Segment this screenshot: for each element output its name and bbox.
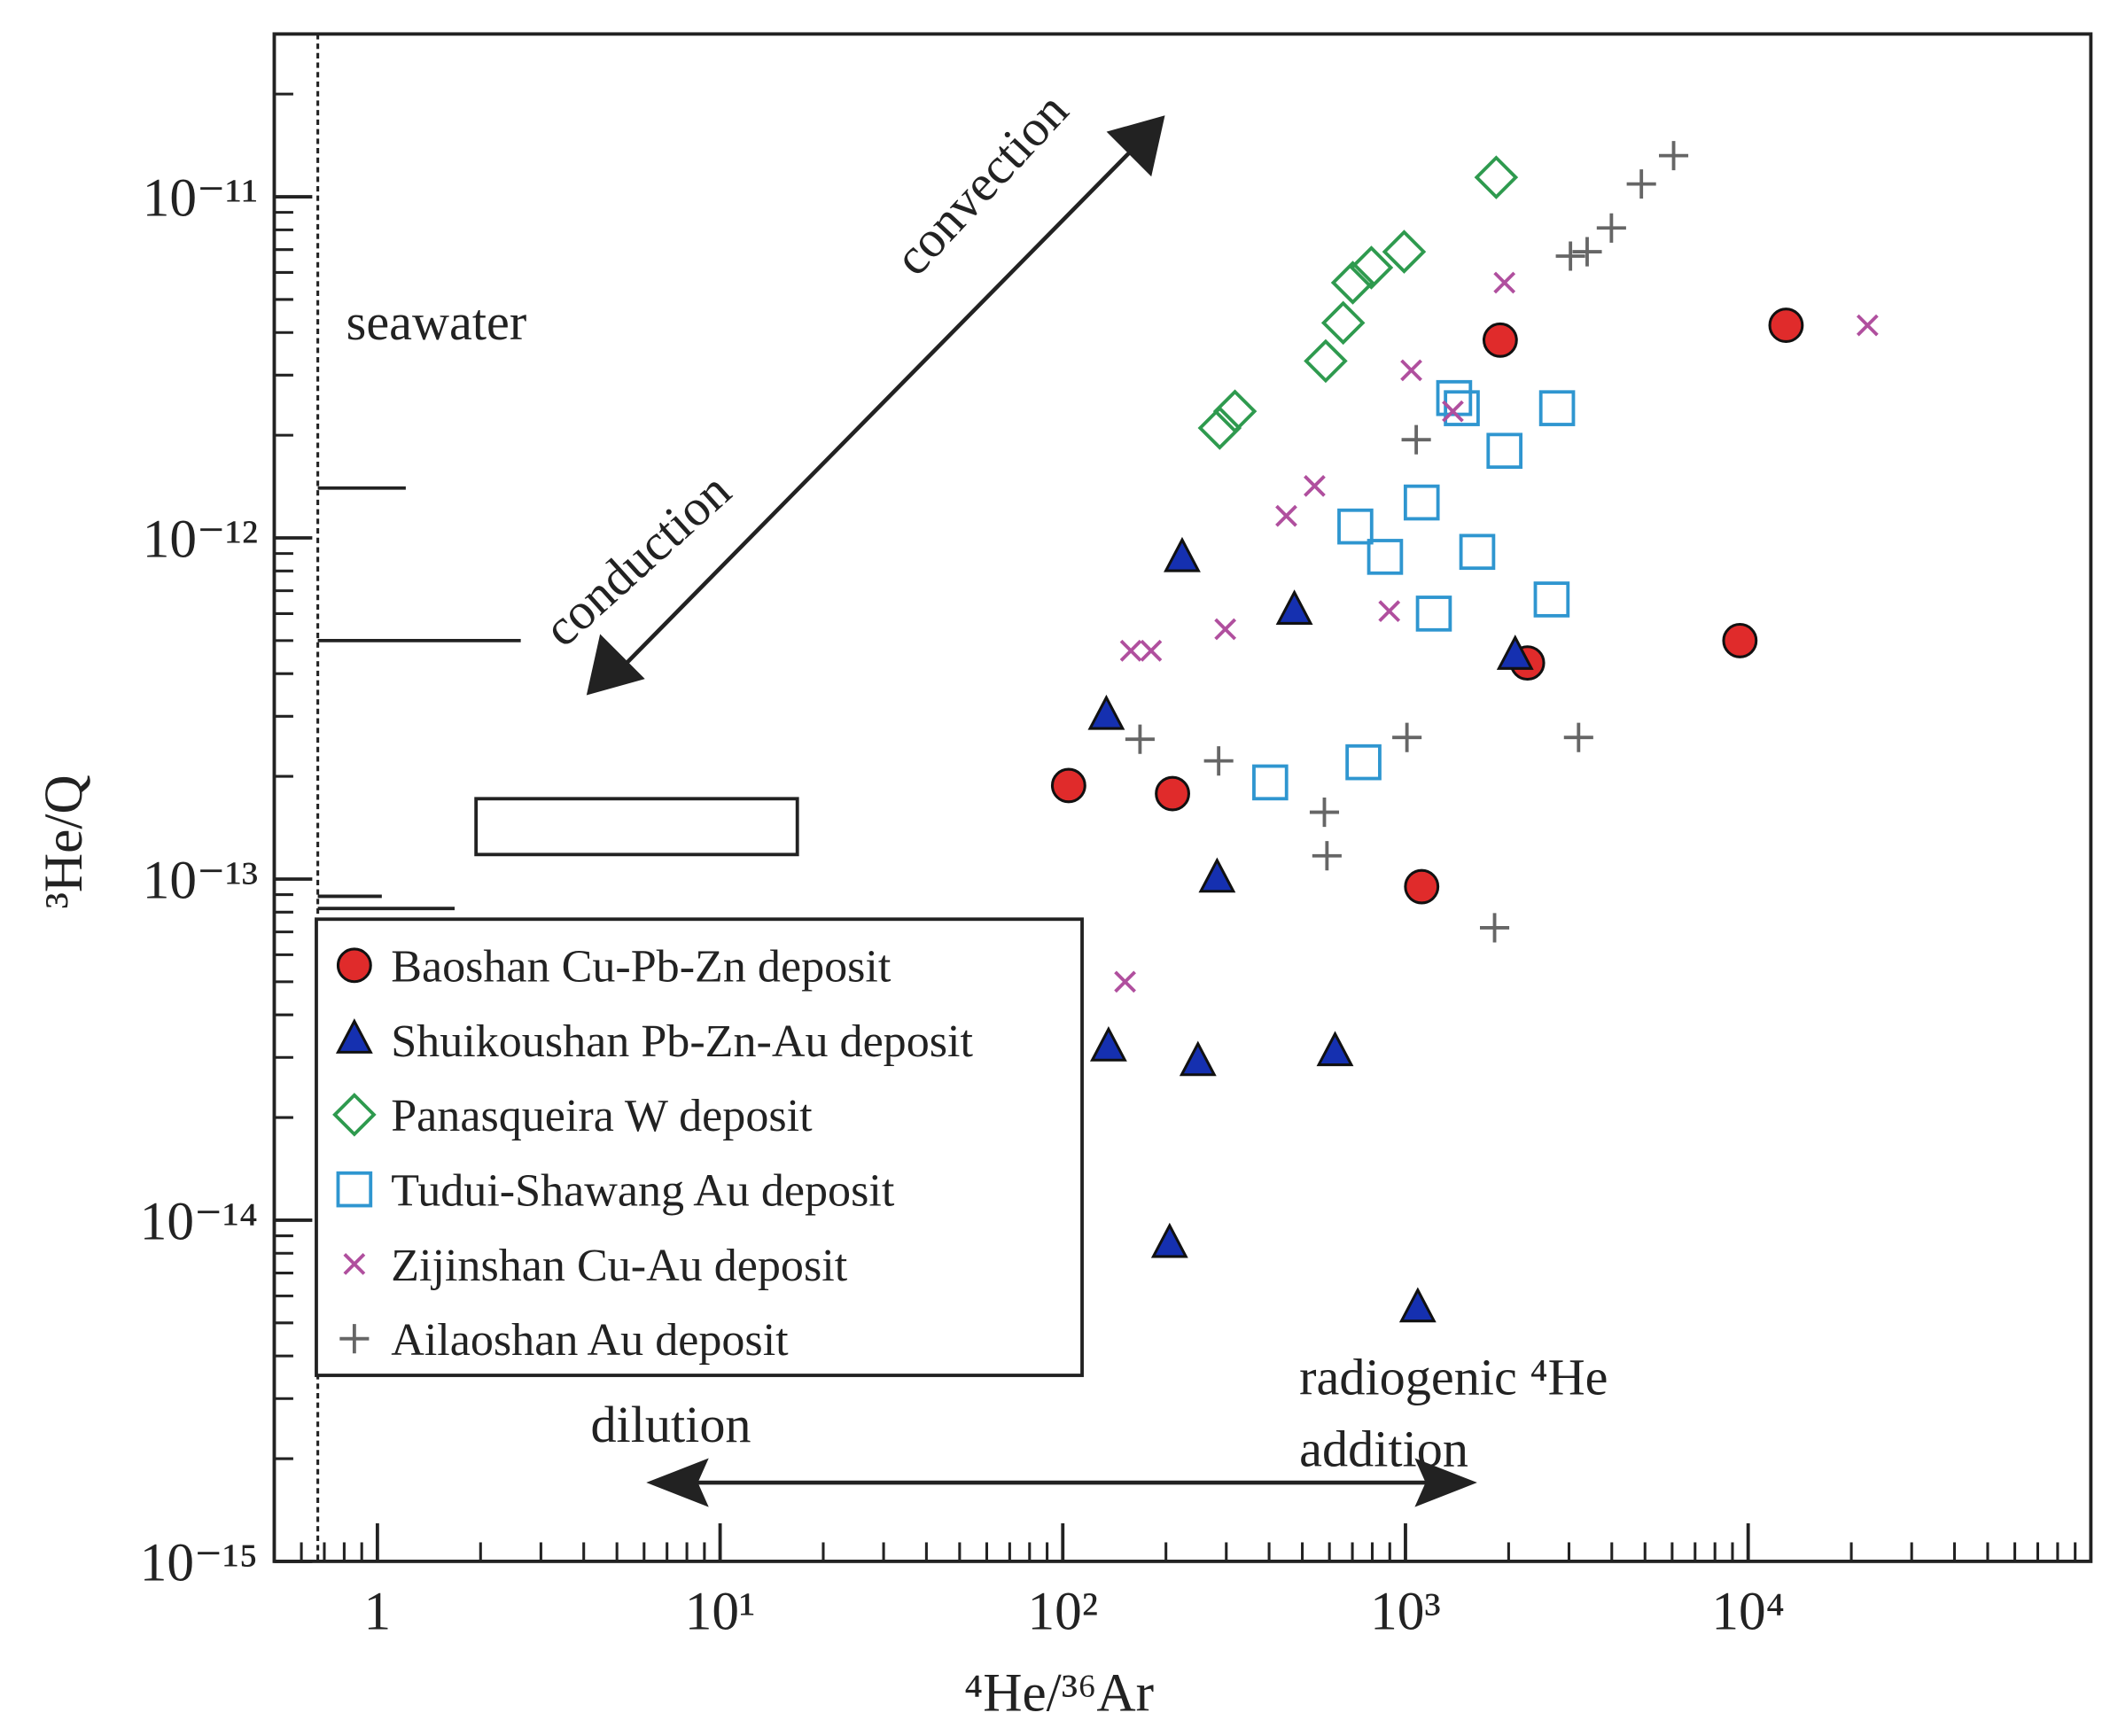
legend: Baoshan Cu-Pb-Zn deposit Shuikoushan Pb-Z… <box>315 917 1084 1377</box>
x-tick-label: 10⁴ <box>1711 1582 1785 1642</box>
point <box>1309 798 1340 828</box>
point <box>1403 484 1440 521</box>
y-tick-label: 10⁻¹⁴ <box>140 1191 258 1251</box>
point <box>1722 622 1758 658</box>
point <box>1114 970 1136 993</box>
point <box>1378 600 1401 623</box>
legend-label: Shuikoushan Pb-Zn-Au deposit <box>391 1016 973 1067</box>
point <box>1155 775 1190 812</box>
point <box>1533 581 1570 618</box>
dilution-arrow <box>646 1458 1477 1507</box>
legend-label: Tudui-Shawang Au deposit <box>391 1166 895 1217</box>
legend-marker <box>343 1253 366 1275</box>
plot-frame <box>272 32 2093 1563</box>
point <box>1150 1222 1188 1258</box>
legend-marker <box>332 1093 377 1137</box>
point <box>1050 767 1086 804</box>
annotation: conduction <box>533 462 742 658</box>
point <box>1482 322 1518 358</box>
annotation: seawater <box>347 293 527 351</box>
point <box>1398 1287 1437 1323</box>
point <box>1304 474 1326 497</box>
point <box>1164 536 1201 572</box>
x-tick-label: 10¹ <box>685 1582 756 1642</box>
legend-label: Baoshan Cu-Pb-Zn deposit <box>391 942 892 993</box>
point <box>1197 406 1242 450</box>
point <box>1442 400 1464 423</box>
x-tick-label: 10³ <box>1370 1582 1441 1642</box>
point <box>1089 1026 1127 1062</box>
annotation: dilution <box>590 1396 751 1453</box>
point <box>1459 533 1496 571</box>
point <box>1415 596 1452 632</box>
legend-label: Panasqueira W deposit <box>391 1091 813 1141</box>
convection-arrow <box>586 115 1165 696</box>
point <box>1316 1031 1354 1067</box>
legend-label: Ailaoshan Au deposit <box>391 1315 789 1366</box>
point <box>1404 868 1440 905</box>
point <box>1401 424 1431 455</box>
y-tick-label: 10⁻¹⁵ <box>140 1532 258 1592</box>
point <box>1203 746 1234 776</box>
x-axis-title: ⁴He/³⁶Ar <box>964 1662 1154 1723</box>
annotation: convection <box>883 82 1079 286</box>
point <box>1382 230 1427 274</box>
legend-marker <box>336 1171 373 1208</box>
point <box>1572 237 1602 267</box>
point <box>1087 694 1125 730</box>
legend-label: Zijinshan Cu-Au deposit <box>391 1241 847 1291</box>
point <box>1349 245 1394 290</box>
y-tick-label: 10⁻¹² <box>143 509 258 569</box>
point <box>1198 857 1236 893</box>
point <box>1856 314 1879 337</box>
annotation: addition <box>1299 1421 1468 1478</box>
point <box>1320 300 1366 346</box>
legend-marker <box>336 947 372 984</box>
point <box>1493 271 1516 294</box>
point <box>1626 169 1656 199</box>
point <box>1304 339 1348 384</box>
point <box>1538 390 1576 426</box>
reference-box <box>474 797 799 857</box>
point <box>1392 722 1422 752</box>
point <box>1275 504 1297 527</box>
point <box>1312 841 1342 871</box>
point <box>1563 722 1593 752</box>
y-tick-label: 10⁻¹³ <box>143 850 258 910</box>
y-axis-title: ³He/Q <box>34 775 94 908</box>
point <box>1496 634 1534 670</box>
point <box>1275 589 1313 625</box>
x-tick-label: 1 <box>364 1582 392 1642</box>
point <box>1400 359 1422 382</box>
point <box>1555 241 1585 271</box>
x-tick-label: 10² <box>1027 1582 1098 1642</box>
point <box>1119 639 1142 662</box>
point <box>1179 1040 1217 1077</box>
point <box>1252 764 1289 801</box>
annotation: radiogenic ⁴He <box>1299 1348 1608 1405</box>
point <box>1214 618 1237 641</box>
point <box>1337 508 1374 545</box>
legend-marker <box>335 1018 373 1054</box>
point <box>1140 639 1163 662</box>
point <box>1658 141 1689 171</box>
legend-marker <box>339 1324 370 1354</box>
point <box>1125 724 1155 754</box>
point <box>1474 155 1519 199</box>
point <box>1486 432 1522 470</box>
point <box>1479 913 1510 943</box>
point <box>1444 390 1480 426</box>
legend-box <box>315 917 1084 1377</box>
point <box>1367 539 1404 575</box>
point <box>1345 743 1382 781</box>
y-tick-label: 10⁻¹¹ <box>143 167 258 228</box>
point <box>1596 213 1626 243</box>
point <box>1768 307 1804 343</box>
point <box>1330 261 1375 305</box>
